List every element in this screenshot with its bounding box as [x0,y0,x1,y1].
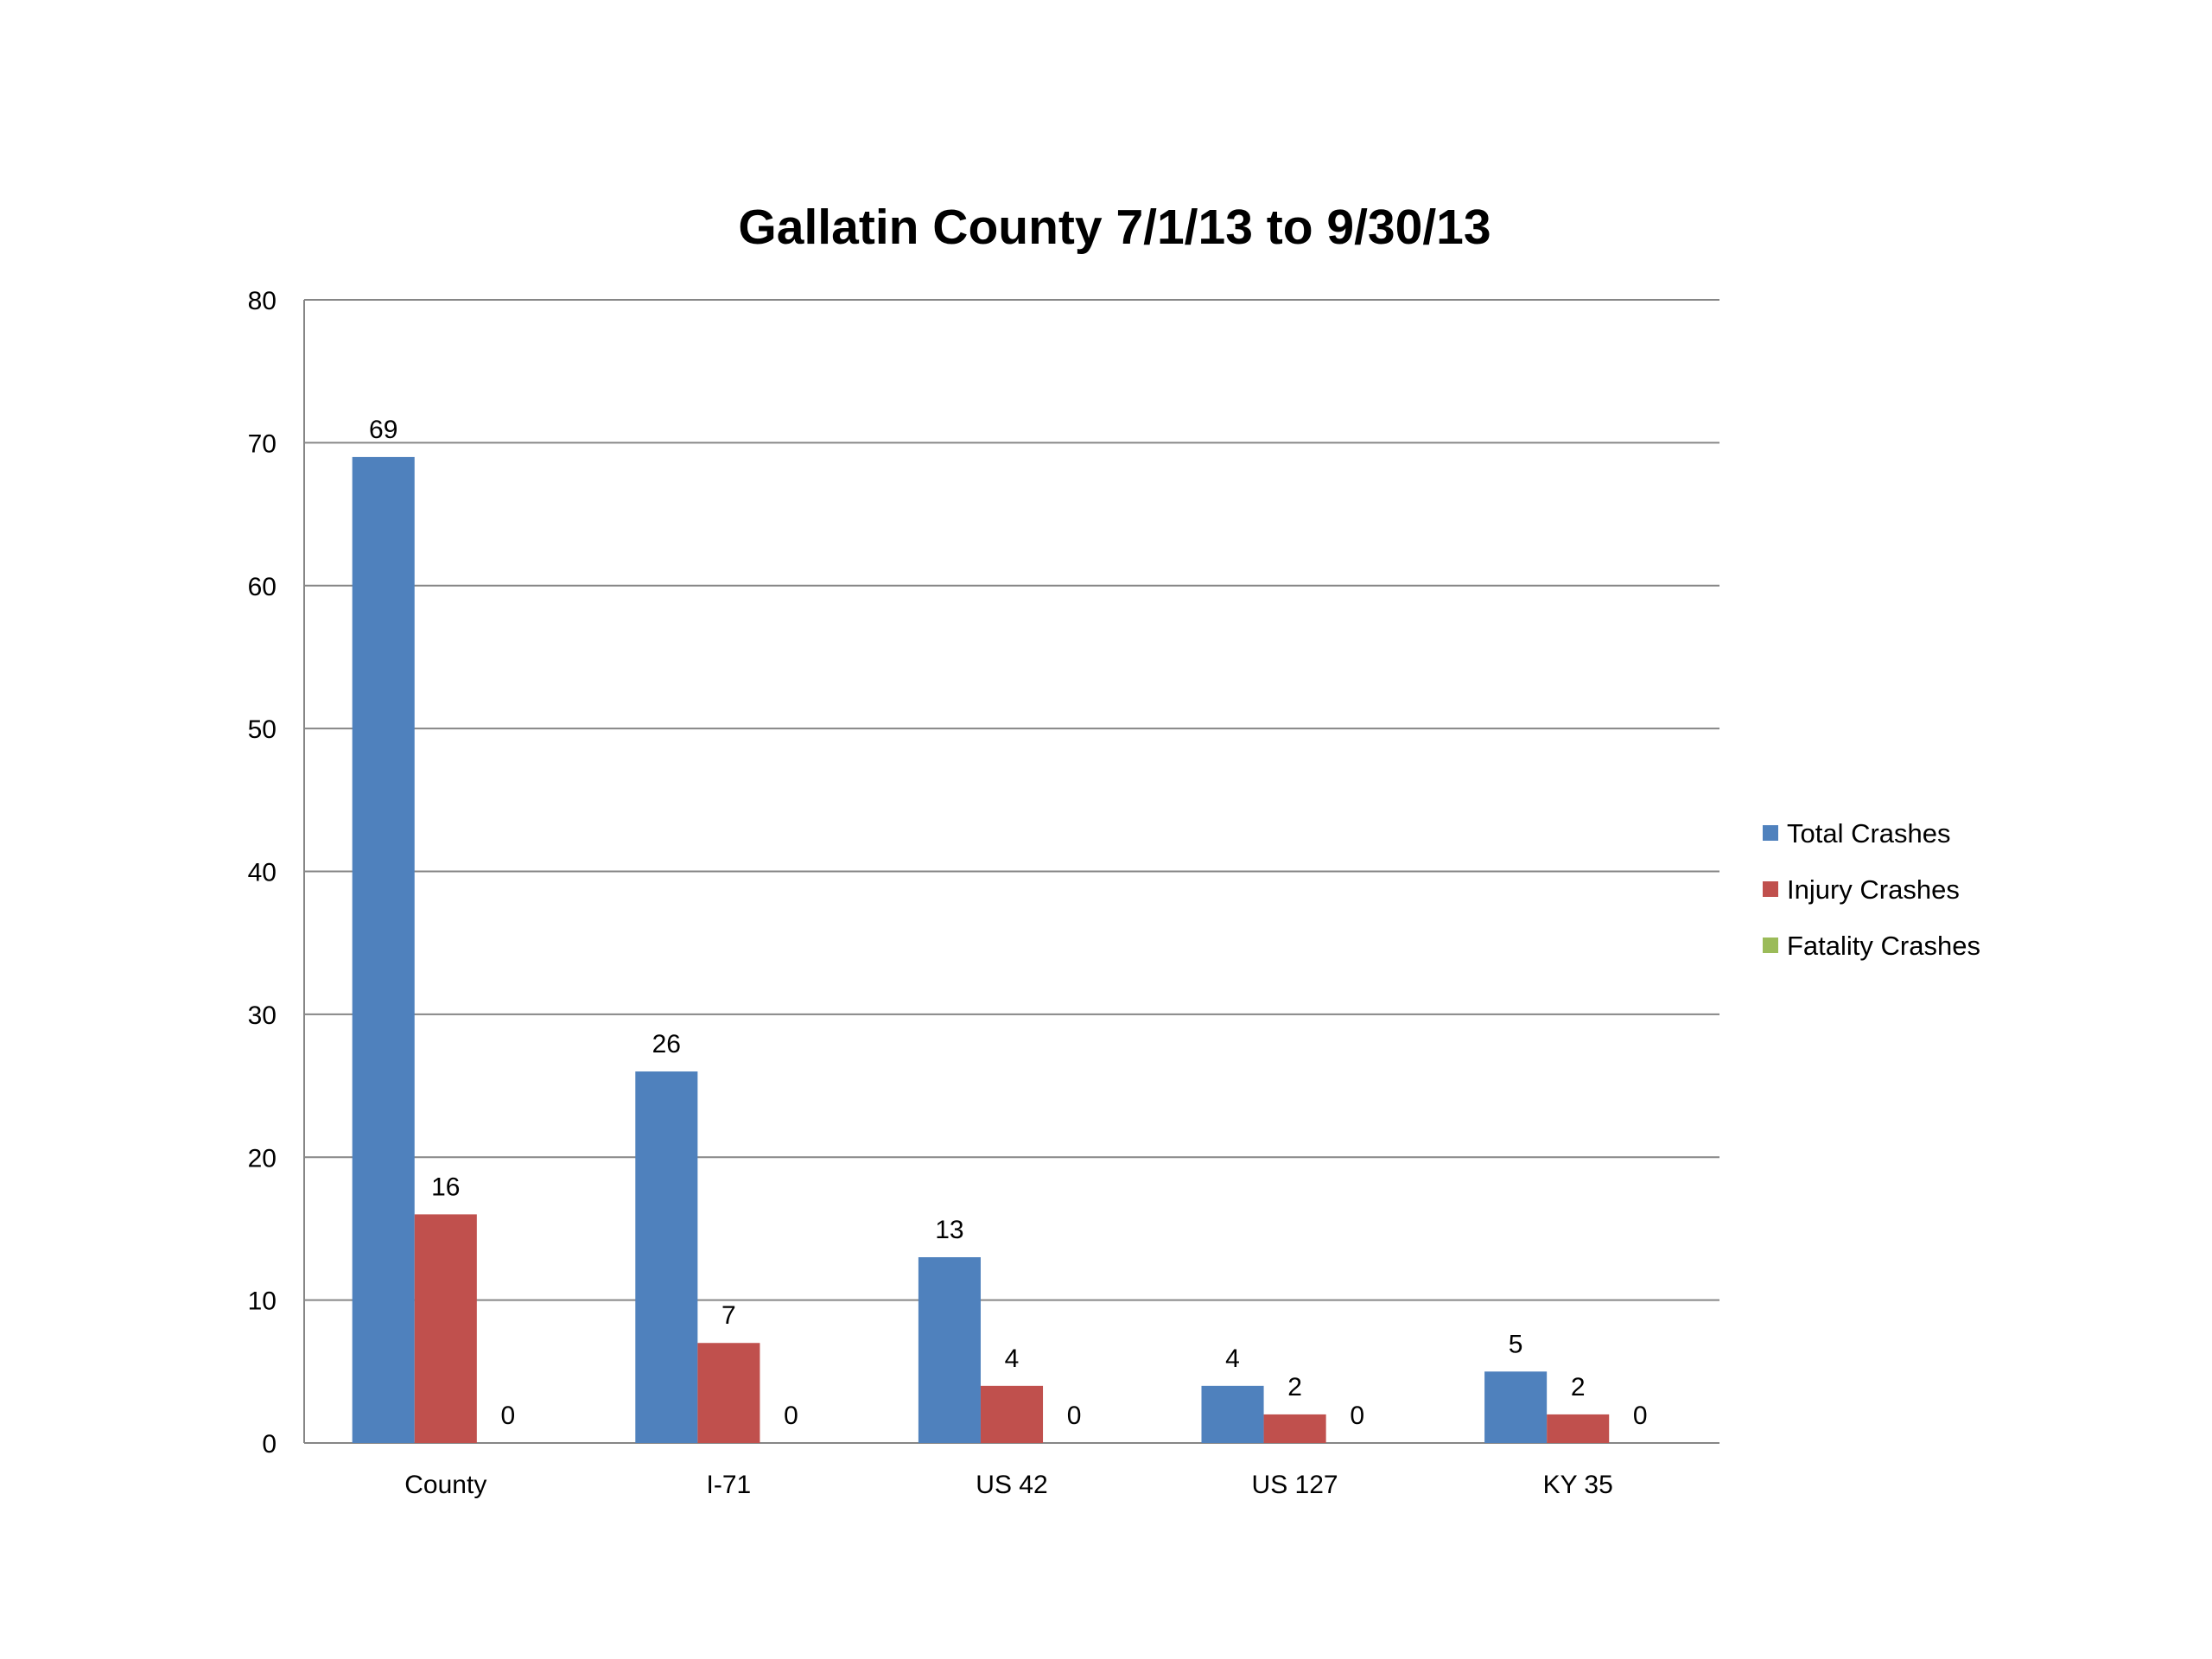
legend: Total Crashes Injury Crashes Fatality Cras… [1763,818,1980,961]
data-label: 5 [1509,1330,1523,1358]
legend-label: Total Crashes [1787,818,1951,849]
data-label: 0 [1350,1402,1364,1430]
data-label: 16 [431,1173,460,1201]
x-tick-label: US 42 [976,1471,1047,1499]
x-tick-label: KY 35 [1543,1471,1613,1499]
x-tick-label: I-71 [707,1471,752,1499]
legend-label: Injury Crashes [1787,874,1960,905]
data-label: 4 [1225,1344,1240,1373]
legend-swatch [1763,825,1778,841]
bar [352,456,415,1443]
data-label: 2 [1571,1373,1586,1402]
legend-swatch [1763,881,1778,897]
data-label: 26 [652,1030,681,1058]
bar [1484,1371,1548,1443]
y-tick-label: 50 [248,715,276,744]
data-labels: 69 16 0 26 7 0 13 4 0 4 2 0 5 2 0 [369,416,1648,1430]
data-label: 2 [1287,1373,1302,1402]
bar [980,1385,1044,1443]
data-label: 69 [369,416,397,444]
bar [635,1071,698,1443]
legend-swatch [1763,938,1778,953]
bar [414,1214,477,1443]
bar [1263,1414,1326,1443]
bar [697,1343,760,1443]
data-label: 0 [1067,1402,1082,1430]
data-label: 4 [1005,1344,1020,1373]
y-tick-label: 0 [262,1430,276,1459]
data-label: 13 [935,1216,963,1244]
y-tick-label: 20 [248,1144,276,1173]
legend-label: Fatality Crashes [1787,931,1980,961]
bar [918,1257,981,1443]
bars [352,456,1610,1443]
y-tick-label: 70 [248,429,276,458]
y-tick-label: 10 [248,1287,276,1316]
bar [1201,1385,1264,1443]
x-axis-tick-labels: County I-71 US 42 US 127 KY 35 [404,1471,1613,1499]
y-tick-label: 40 [248,859,276,887]
chart-title: Gallatin County 7/1/13 to 9/30/13 [738,200,1491,255]
data-label: 0 [784,1402,798,1430]
data-label: 0 [501,1402,516,1430]
x-tick-label: US 127 [1252,1471,1338,1499]
data-label: 7 [721,1301,736,1330]
gridlines [304,299,1719,1301]
y-tick-label: 80 [248,287,276,315]
y-axis-tick-labels: 0 10 20 30 40 50 60 70 80 [248,287,276,1459]
y-tick-label: 60 [248,573,276,601]
y-tick-label: 30 [248,1001,276,1030]
data-label: 0 [1633,1402,1648,1430]
bar [1547,1414,1610,1443]
x-tick-label: County [404,1471,486,1499]
